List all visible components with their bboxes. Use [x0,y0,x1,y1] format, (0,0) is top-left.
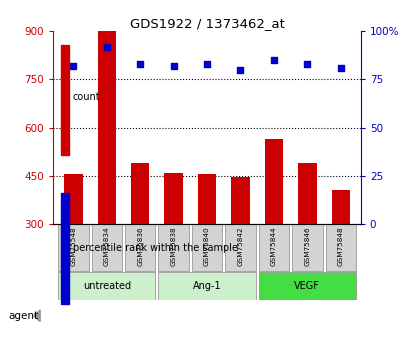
FancyBboxPatch shape [258,272,355,300]
Text: GSM75836: GSM75836 [137,227,143,266]
FancyBboxPatch shape [325,224,355,271]
Point [170,63,176,69]
Bar [198,174,216,224]
Text: GSM75840: GSM75840 [204,227,209,266]
Title: GDS1922 / 1373462_at: GDS1922 / 1373462_at [129,17,284,30]
Point [103,44,110,49]
Point [203,61,210,67]
Text: percentile rank within the sample: percentile rank within the sample [73,244,237,253]
Point [137,61,143,67]
Bar [297,163,316,224]
Text: GSM75838: GSM75838 [170,227,176,266]
Text: GSM75844: GSM75844 [270,227,276,266]
Point [337,65,343,70]
Bar [64,174,82,224]
Bar [97,31,116,224]
Point [303,61,310,67]
Polygon shape [34,310,40,322]
FancyBboxPatch shape [158,272,255,300]
Bar [131,163,149,224]
Text: GSM75834: GSM75834 [103,227,110,266]
Bar [264,139,282,224]
Point [237,67,243,72]
Text: Ang-1: Ang-1 [192,281,221,291]
Text: GSM75548: GSM75548 [70,227,76,266]
Point [270,57,276,63]
FancyBboxPatch shape [125,224,155,271]
FancyBboxPatch shape [191,224,222,271]
Text: untreated: untreated [83,281,130,291]
Text: GSM75846: GSM75846 [303,227,310,266]
Bar [331,190,349,224]
Text: VEGF: VEGF [294,281,319,291]
FancyBboxPatch shape [58,272,155,300]
FancyBboxPatch shape [291,224,322,271]
Text: agent: agent [8,311,38,321]
Text: GSM75842: GSM75842 [237,227,243,266]
Point [70,63,76,69]
FancyBboxPatch shape [158,224,189,271]
Bar [231,177,249,224]
FancyBboxPatch shape [91,224,122,271]
FancyBboxPatch shape [225,224,255,271]
Text: count: count [73,92,100,101]
Text: GSM75848: GSM75848 [337,227,343,266]
FancyBboxPatch shape [258,224,288,271]
FancyBboxPatch shape [58,224,88,271]
Bar [164,173,182,224]
